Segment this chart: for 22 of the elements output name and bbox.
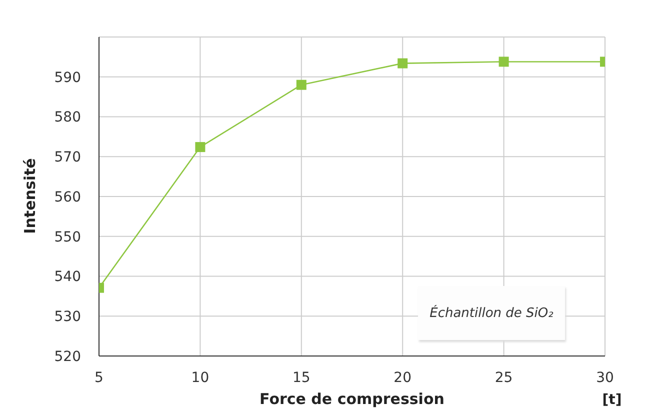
point: [296, 80, 306, 90]
text: [t]: [602, 392, 622, 408]
y-tick-label: 590: [54, 70, 81, 86]
y-tick-label: 570: [54, 150, 81, 166]
x-tick-label: 30: [596, 370, 614, 386]
y-tick-label: 520: [54, 348, 81, 365]
x-tick-label: 20: [394, 370, 412, 386]
x-axis-title: Force de compression: [260, 390, 444, 408]
annotation: Échantillon de SiO₂: [430, 306, 554, 320]
y-tick-label: 540: [54, 269, 81, 286]
x-tick-label: 25: [494, 370, 513, 386]
y-tick-label: 580: [54, 110, 81, 126]
point: [398, 58, 408, 68]
x-tick-label: 15: [292, 370, 310, 386]
y-tick-label: 550: [54, 229, 81, 246]
y-tick-label: 530: [54, 309, 81, 326]
point: [498, 56, 509, 67]
y-axis-title: Intensité: [21, 158, 39, 234]
point: [195, 142, 206, 152]
x-tick-label: 5: [94, 370, 104, 386]
y-tick-label: 560: [54, 189, 81, 206]
x-tick-label: 10: [191, 370, 210, 386]
